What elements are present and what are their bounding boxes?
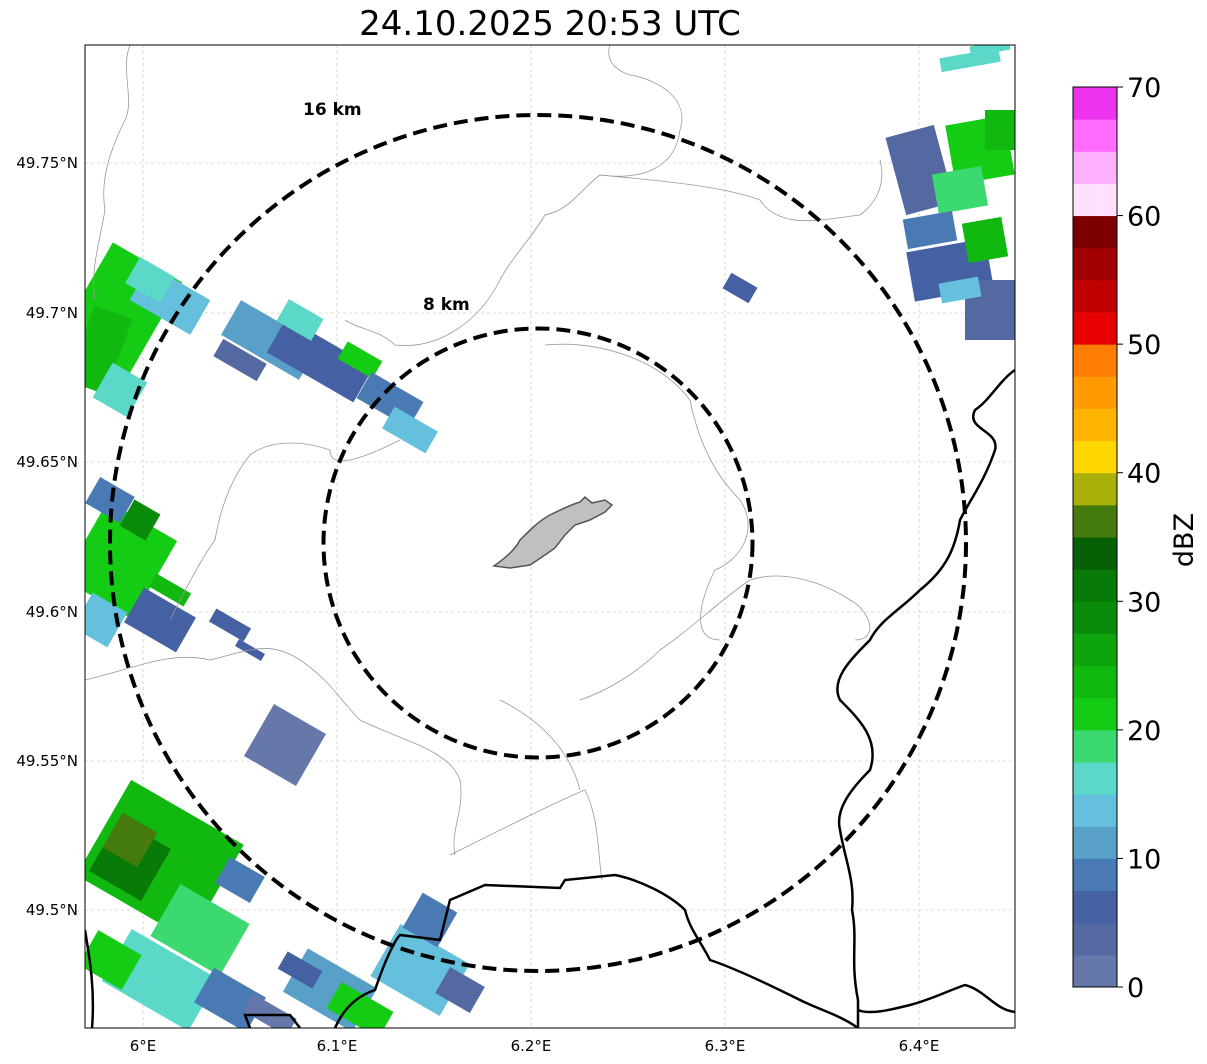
- radar-echo: [102, 812, 158, 868]
- y-tick-label: 49.75°N: [16, 154, 78, 172]
- colorbar: 0 10 20 30 40 50 60 70: [1072, 73, 1161, 1004]
- radar-echo: [382, 406, 438, 454]
- radar-echo: [208, 608, 252, 642]
- radar-echo: [326, 982, 394, 1028]
- radar-echo: [244, 704, 326, 786]
- colorbar-bin: [1073, 762, 1117, 795]
- admin-boundaries: [85, 45, 883, 881]
- radar-echo: [85, 305, 133, 395]
- colorbar-bin: [1073, 504, 1117, 538]
- x-tick-label: 6.4°E: [899, 1037, 940, 1055]
- x-tick-label: 6.3°E: [705, 1037, 746, 1055]
- colorbar-bin: [1073, 601, 1117, 634]
- y-tick-label: 49.7°N: [26, 304, 78, 322]
- colorbar-tick-label: 20: [1127, 716, 1161, 747]
- radar-echo: [148, 573, 192, 607]
- x-tick-label: 6°E: [130, 1037, 157, 1055]
- country-border: [85, 368, 1015, 1028]
- radar-echo: [266, 317, 374, 403]
- radar-echo: [985, 110, 1015, 150]
- colorbar-bin: [1073, 697, 1117, 731]
- colorbar-bin: [1073, 729, 1117, 763]
- radar-echo: [85, 477, 135, 523]
- colorbar-bin: [1073, 151, 1117, 184]
- colorbar-bin: [1073, 312, 1117, 345]
- radar-echo: [902, 210, 958, 250]
- colorbar-bin: [1073, 665, 1117, 699]
- radar-echo: [150, 884, 250, 976]
- colorbar-bin: [1073, 954, 1117, 988]
- map-frame: [84, 44, 1016, 1029]
- colorbar-tick-label: 60: [1127, 202, 1161, 233]
- radar-echo: [277, 951, 323, 989]
- radar-echo: [119, 499, 161, 541]
- colorbar-bin: [1073, 569, 1117, 602]
- gridlines: [85, 45, 1015, 1028]
- colorbar-bin: [1073, 826, 1117, 859]
- range-ring-16km: [108, 113, 968, 973]
- ring-label-16km: 16 km: [303, 100, 362, 120]
- colorbar-bin: [1073, 890, 1117, 924]
- colorbar-bin: [1073, 472, 1117, 506]
- radar-echo: [961, 216, 1009, 264]
- axis-ticks: 6°E 6.1°E 6.2°E 6.3°E 6.4°E 49.75°N 49.7°N 49.6…: [16, 154, 939, 1055]
- colorbar-bin: [1073, 440, 1117, 474]
- range-ring-8km: [321, 326, 755, 760]
- colorbar-bin: [1073, 537, 1117, 570]
- colorbar-label: dBZ: [1169, 513, 1200, 567]
- colorbar-bin: [1073, 215, 1117, 249]
- colorbar-tick-label: 50: [1127, 330, 1161, 361]
- radar-echo: [931, 165, 989, 215]
- radar-echo: [969, 45, 1011, 57]
- radar-echo: [215, 857, 265, 903]
- colorbar-tick-label: 30: [1127, 587, 1161, 618]
- colorbar-bin: [1073, 408, 1117, 442]
- colorbar-bin: [1073, 633, 1117, 667]
- y-tick-label: 49.6°N: [26, 603, 78, 621]
- radar-echo: [939, 47, 1001, 73]
- colorbar-bin: [1073, 119, 1117, 152]
- radar-echo: [722, 272, 758, 304]
- colorbar-tick-label: 70: [1127, 73, 1161, 104]
- colorbar-tick-label: 0: [1127, 973, 1144, 1004]
- radar-echo: [402, 892, 458, 948]
- radar-echo: [125, 257, 175, 303]
- radar-echo: [938, 276, 982, 304]
- colorbar-bin: [1073, 279, 1117, 313]
- colorbar-tick-label: 40: [1127, 459, 1161, 490]
- colorbar-bin: [1073, 247, 1117, 281]
- radar-echoes: [85, 45, 1015, 1028]
- radar-echo: [337, 341, 383, 379]
- map-title: 24.10.2025 20:53 UTC: [359, 4, 741, 44]
- x-tick-label: 6.1°E: [317, 1037, 358, 1055]
- colorbar-bin: [1073, 183, 1117, 217]
- colorbar-bin: [1073, 858, 1117, 892]
- colorbar-frame: [1072, 86, 1118, 988]
- colorbar-bin: [1073, 794, 1117, 827]
- x-tick-label: 6.2°E: [511, 1037, 552, 1055]
- ring-label-8km: 8 km: [423, 295, 470, 315]
- colorbar-bin: [1073, 87, 1117, 120]
- radar-echo: [213, 338, 267, 382]
- colorbar-bin: [1073, 344, 1117, 377]
- radar-echo: [276, 299, 324, 341]
- radar-echo: [85, 930, 142, 990]
- city-polygon: [492, 495, 614, 569]
- colorbar-tick-label: 10: [1127, 844, 1161, 875]
- y-tick-label: 49.55°N: [16, 752, 78, 770]
- y-tick-label: 49.65°N: [16, 453, 78, 471]
- radar-echo: [124, 587, 196, 653]
- radar-echo: [92, 362, 148, 418]
- radar-echo: [85, 592, 128, 648]
- y-tick-label: 49.5°N: [26, 901, 78, 919]
- radar-echo: [435, 967, 485, 1013]
- colorbar-bin: [1073, 376, 1117, 409]
- colorbar-bin: [1073, 922, 1117, 956]
